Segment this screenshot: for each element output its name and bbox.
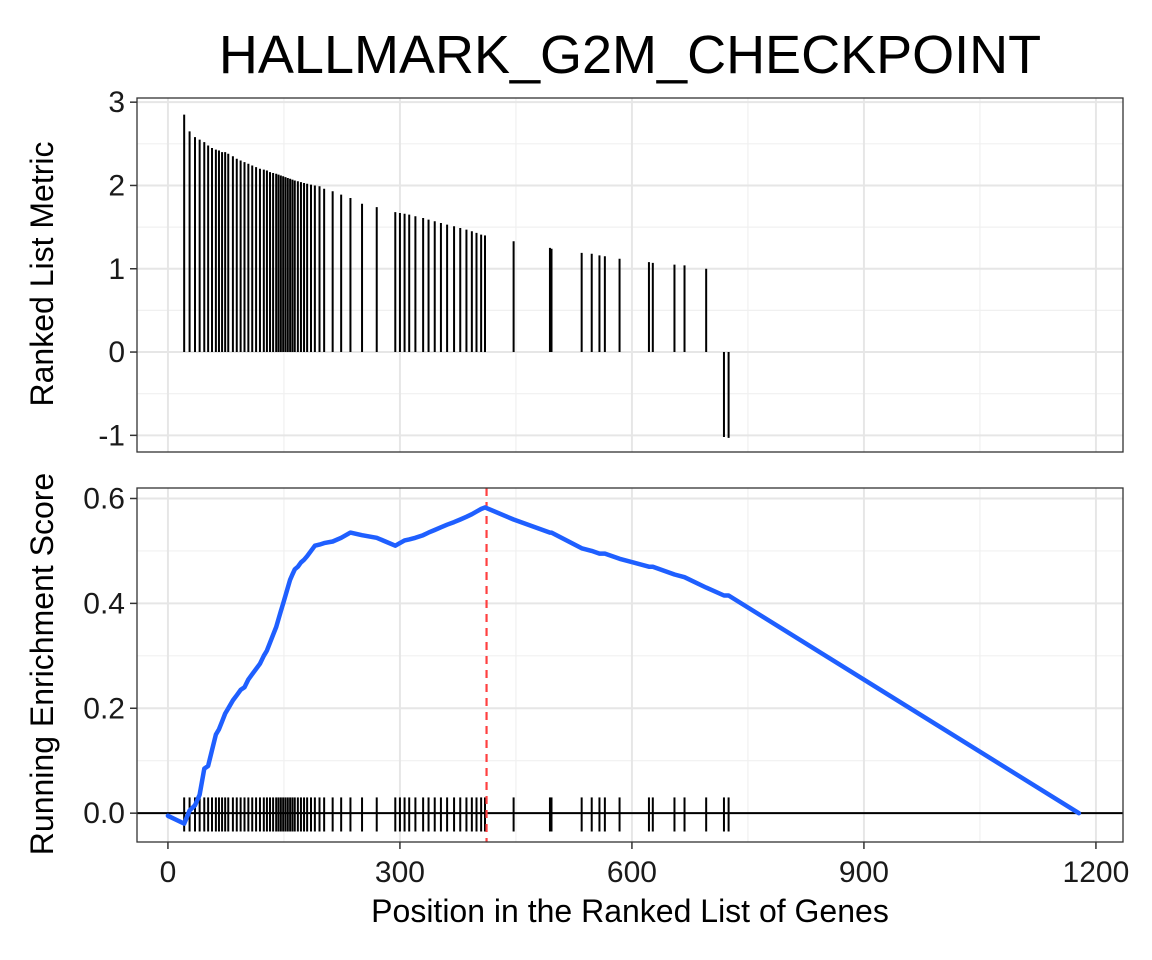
- y-tick-label: 0.6: [83, 482, 125, 515]
- ranked-metric-panel: -1 0 1 2 3: [98, 86, 1124, 453]
- y-tick-label: 2: [108, 169, 125, 202]
- x-tick-label: 1200: [1063, 856, 1130, 889]
- y-tick-label: 3: [108, 86, 125, 119]
- y-tick-label: -1: [98, 419, 125, 452]
- y-tick-label: 1: [108, 253, 125, 286]
- running-score-line: [165, 505, 1082, 826]
- ranked-metric-axis-title: Ranked List Metric: [24, 142, 60, 407]
- chart-title: HALLMARK_G2M_CHECKPOINT: [219, 25, 1041, 85]
- y-tick-label: 0.4: [83, 587, 125, 620]
- running-score-panel: 0.0 0.2 0.4 0.6 0 300 600 900 1200: [83, 482, 1129, 889]
- running-score-axis-title: Running Enrichment Score: [24, 473, 60, 855]
- y-tick-label: 0.2: [83, 692, 125, 725]
- x-tick-label: 900: [839, 856, 889, 889]
- y-tick-label: 0: [108, 336, 125, 369]
- x-tick-label: 0: [160, 856, 177, 889]
- panel-border: [136, 487, 1124, 843]
- panel-border: [136, 97, 1124, 453]
- x-axis-title: Position in the Ranked List of Genes: [371, 893, 889, 929]
- x-tick-label: 300: [375, 856, 425, 889]
- x-tick-label: 600: [607, 856, 657, 889]
- y-tick-label: 0.0: [83, 797, 125, 830]
